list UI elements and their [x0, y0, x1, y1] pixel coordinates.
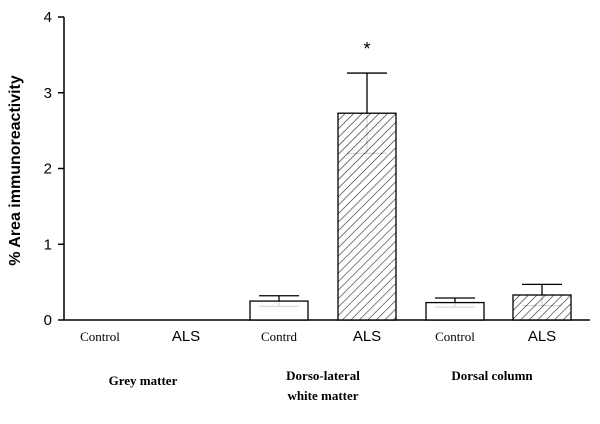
- x-category-label: Control: [80, 329, 120, 344]
- bar: [337, 112, 397, 321]
- group-label: white matter: [287, 388, 358, 403]
- x-category-label: Contrd: [261, 329, 298, 344]
- group-label: Dorso-lateral: [286, 368, 360, 383]
- x-category-label: ALS: [172, 328, 200, 345]
- bars: *: [249, 39, 572, 321]
- bar: [512, 294, 572, 321]
- y-tick-label: 3: [44, 85, 52, 102]
- x-category-label: ALS: [353, 328, 381, 345]
- bar: [249, 300, 309, 321]
- bar: [425, 301, 485, 321]
- group-label: Dorsal column: [451, 368, 533, 383]
- significance-marker: *: [363, 39, 370, 59]
- labels: Control ALS Contrd ALS Control ALS Grey matter…: [80, 328, 556, 403]
- group-label: Grey matter: [109, 373, 178, 388]
- x-category-label: Control: [435, 329, 475, 344]
- y-tick-label: 4: [44, 9, 52, 26]
- axes: 0 1 2 3 4 % Area immunoreactivity: [7, 9, 590, 329]
- y-tick-label: 2: [44, 161, 52, 178]
- y-tick-label: 1: [44, 236, 52, 253]
- y-axis-title: % Area immunoreactivity: [7, 75, 24, 266]
- y-tick-label: 0: [44, 312, 52, 329]
- x-category-label: ALS: [528, 328, 556, 345]
